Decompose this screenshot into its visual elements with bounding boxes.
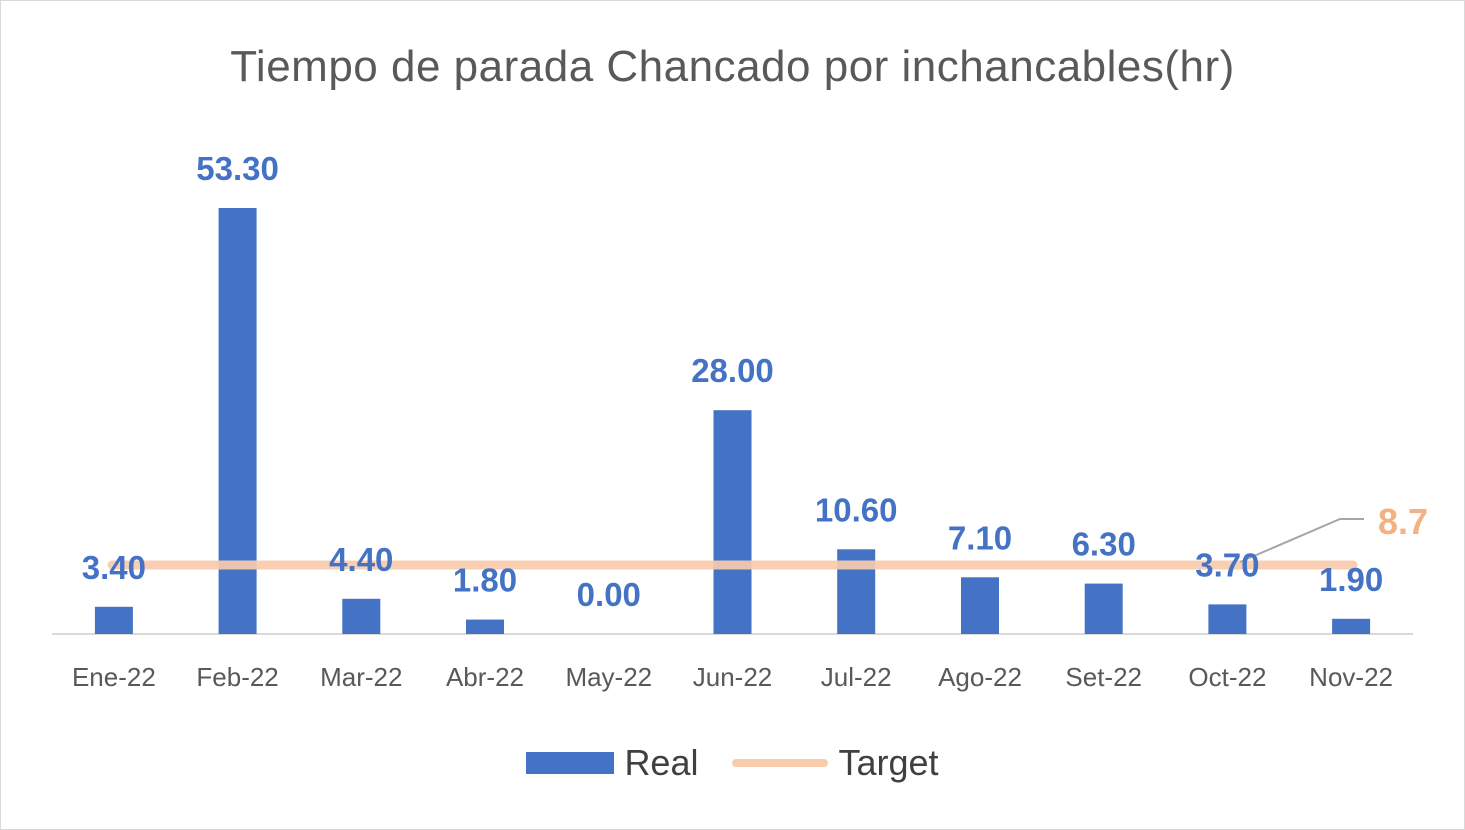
data-label-jun-22: 28.00 (691, 352, 774, 389)
bar-feb-22[interactable] (218, 208, 257, 634)
legend-swatch-target (732, 759, 829, 767)
x-tick-label-nov-22: Nov-22 (1309, 662, 1393, 692)
data-label-jul-22: 10.60 (815, 491, 898, 528)
data-label-nov-22: 1.90 (1319, 561, 1383, 598)
x-tick-label-set-22: Set-22 (1065, 662, 1142, 692)
x-tick-label-feb-22: Feb-22 (196, 662, 278, 692)
legend-swatch-real (526, 752, 615, 774)
x-tick-label-may-22: May-22 (565, 662, 652, 692)
bar-set-22[interactable] (1084, 583, 1123, 634)
bar-oct-22[interactable] (1208, 604, 1247, 634)
data-label-ago-22: 7.10 (948, 519, 1012, 556)
data-label-oct-22: 3.70 (1195, 546, 1259, 583)
bar-mar-22[interactable] (342, 598, 381, 634)
x-tick-label-mar-22: Mar-22 (320, 662, 402, 692)
x-tick-label-ago-22: Ago-22 (938, 662, 1022, 692)
x-tick-label-jun-22: Jun-22 (693, 662, 773, 692)
bar-ene-22[interactable] (94, 606, 133, 634)
chart-title: Tiempo de parada Chancado por inchancabl… (230, 42, 1235, 91)
x-tick-label-jul-22: Jul-22 (821, 662, 892, 692)
data-label-set-22: 6.30 (1072, 526, 1136, 563)
legend-item-real[interactable]: Real (526, 742, 698, 784)
chart-legend: Real Target (0, 738, 1465, 788)
bar-ago-22[interactable] (961, 577, 999, 634)
legend-label-target: Target (838, 742, 939, 783)
bar-nov-22[interactable] (1332, 618, 1371, 634)
target-data-label: 8.7 (1378, 501, 1428, 542)
data-label-feb-22: 53.30 (196, 150, 279, 187)
data-label-abr-22: 1.80 (453, 562, 517, 599)
data-label-mar-22: 4.40 (329, 541, 393, 578)
x-tick-label-ene-22: Ene-22 (72, 662, 156, 692)
legend-label-real: Real (624, 742, 699, 783)
data-label-ene-22: 3.40 (82, 549, 146, 586)
legend-item-target[interactable]: Target (732, 742, 939, 784)
bar-abr-22[interactable] (466, 619, 504, 634)
bar-jun-22[interactable] (713, 410, 752, 634)
x-tick-label-abr-22: Abr-22 (446, 662, 524, 692)
target-label-leader (1239, 518, 1364, 563)
data-label-may-22: 0.00 (577, 576, 641, 613)
x-tick-label-oct-22: Oct-22 (1188, 662, 1266, 692)
